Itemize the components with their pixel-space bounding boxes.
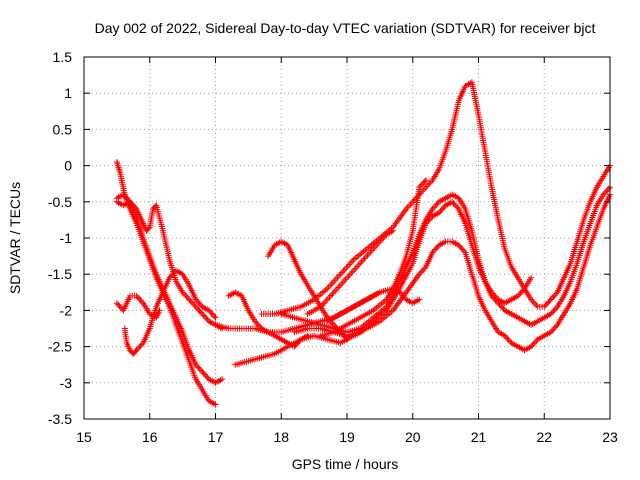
x-tick-label: 15 (76, 429, 92, 445)
x-tick-label: 20 (405, 429, 421, 445)
x-axis-title: GPS time / hours (292, 456, 399, 472)
series-arc5 (121, 267, 219, 357)
series-markers (317, 177, 429, 339)
y-tick-label: 1.5 (53, 49, 73, 65)
series-markers (258, 79, 613, 317)
x-tick-label: 23 (602, 429, 618, 445)
series-arc10 (258, 79, 613, 317)
y-tick-label: -2.5 (48, 339, 72, 355)
tick-labels: 15 16 17 18 19 20 21 22 23 1.5 1 0.5 0 -0.5 -1 -1.5 -2 -2… (48, 49, 618, 445)
y-tick-label: -1 (60, 230, 73, 246)
series-arc15 (304, 227, 396, 317)
data-series (113, 79, 613, 408)
axis-ticks (83, 56, 611, 420)
y-tick-label: 1 (64, 85, 72, 101)
y-tick-label: 0.5 (53, 121, 73, 137)
series-markers (304, 227, 396, 317)
y-tick-label: -3 (60, 375, 73, 391)
series-arc2 (113, 191, 226, 386)
series-markers (113, 191, 226, 386)
y-tick-label: -3.5 (48, 411, 72, 427)
series-markers (121, 267, 219, 357)
x-tick-label: 22 (536, 429, 552, 445)
x-tick-label: 21 (471, 429, 487, 445)
y-axis-title: SDTVAR / TECUs (7, 182, 23, 294)
grid (84, 57, 610, 419)
x-tick-label: 17 (208, 429, 224, 445)
series-arc14 (324, 285, 423, 325)
series-arc13 (317, 177, 429, 339)
x-tick-label: 18 (273, 429, 289, 445)
x-tick-label: 19 (339, 429, 355, 445)
y-tick-label: 0 (64, 158, 72, 174)
y-tick-label: -1.5 (48, 266, 72, 282)
series-markers (324, 285, 423, 325)
y-tick-label: -0.5 (48, 194, 72, 210)
x-tick-label: 16 (142, 429, 158, 445)
chart-title: Day 002 of 2022, Sidereal Day-to-day VTE… (95, 20, 596, 36)
y-tick-label: -2 (60, 302, 73, 318)
series-markers (113, 198, 226, 332)
series-arc3 (113, 198, 226, 332)
